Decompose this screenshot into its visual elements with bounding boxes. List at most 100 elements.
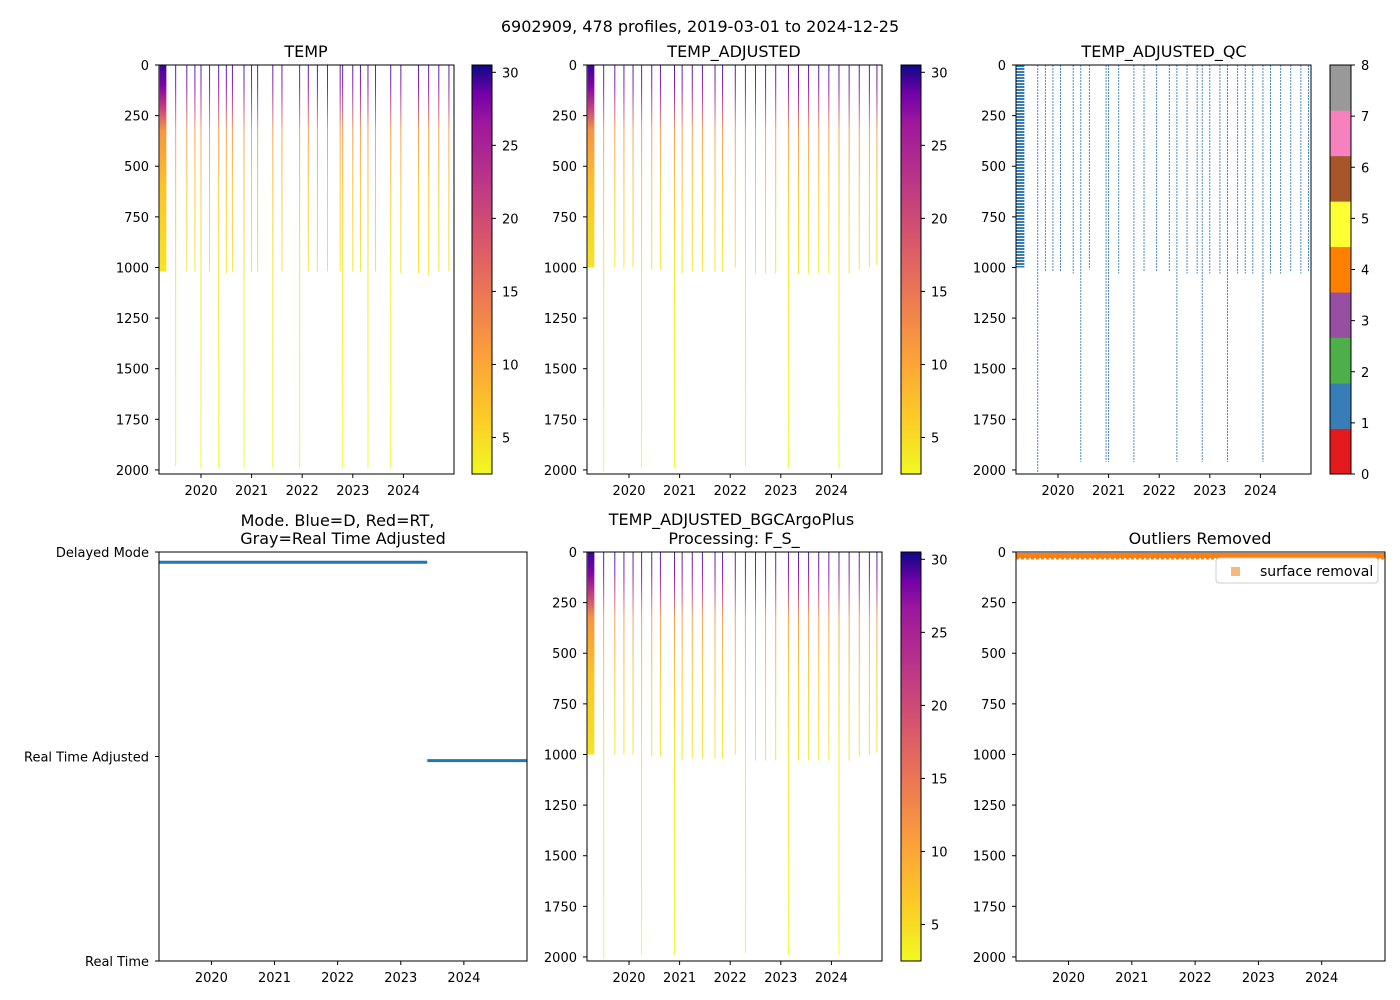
panel-title: Outliers Removed	[1129, 529, 1272, 548]
colorbar-tick-label: 20	[931, 699, 948, 714]
plot-content	[589, 552, 877, 959]
colorbar-tick-label: 2	[1361, 366, 1369, 381]
x-tick-label: 2023	[764, 971, 797, 986]
y-tick-label: 250	[552, 110, 577, 125]
y-tick-label: 0	[998, 546, 1006, 561]
panel-title: Mode. Blue=D, Red=RT, Gray=Real Time Adj…	[240, 511, 446, 548]
y-tick-label: 1500	[973, 850, 1006, 865]
y-tick-label: 500	[981, 160, 1006, 175]
colorbar-tick-label: 30	[502, 66, 519, 81]
y-tick-label: 750	[124, 211, 149, 226]
colorbar-tick-label: 15	[931, 772, 948, 787]
colorbar-tick-label: 20	[931, 212, 948, 227]
x-tick-label: 2024	[1244, 484, 1277, 499]
profiles	[161, 65, 449, 468]
y-tick-label: 1750	[544, 413, 577, 428]
legend-box	[1215, 557, 1379, 584]
y-tick-label: 1500	[973, 363, 1006, 378]
colorbar-tick-label: 5	[931, 431, 939, 446]
y-tick-label: 1750	[116, 413, 149, 428]
colorbar-frame	[471, 64, 493, 475]
axes-frame	[158, 551, 528, 962]
y-tick-label: 0	[569, 59, 577, 74]
plot-content	[161, 65, 449, 468]
legend-marker	[1231, 567, 1240, 576]
y-tick-label: 0	[141, 59, 149, 74]
y-tick-label: 1000	[973, 748, 1006, 763]
plot-content	[1017, 65, 1309, 472]
panel-outliers: Outliers Removed surface removal 2020 2021…	[973, 529, 1386, 986]
y-tick-label: 1500	[116, 363, 149, 378]
x-tick-label: 2020	[195, 971, 228, 986]
title-line-1: TEMP_ADJUSTED_BGCArgoPlus	[608, 510, 854, 530]
y-tick-label: 2000	[544, 951, 577, 966]
colorbar-gradient	[901, 65, 921, 474]
y-tick-label: 500	[981, 647, 1006, 662]
y-tick-label: Real Time	[85, 955, 149, 970]
x-tick-label: 2024	[447, 971, 480, 986]
y-tick-label: 750	[552, 698, 577, 713]
y-tick-label: 1250	[544, 799, 577, 814]
colorbar-tick-label: 30	[931, 553, 948, 568]
colorbar-tick-label: 6	[1361, 161, 1369, 176]
colorbar-segment	[1330, 201, 1351, 248]
colorbar-tick-label: 10	[931, 845, 948, 860]
y-tick-label: 1500	[544, 363, 577, 378]
y-tick-label: 1000	[544, 748, 577, 763]
colorbar-tick-label: 4	[1361, 264, 1369, 279]
figure-suptitle: 6902909, 478 profiles, 2019-03-01 to 202…	[501, 17, 899, 36]
y-tick-label: 1750	[973, 413, 1006, 428]
colorbar-segment	[1330, 292, 1351, 338]
colorbar-gradient	[901, 552, 921, 961]
x-tick-label: 2021	[1092, 484, 1125, 499]
profiles	[589, 552, 877, 959]
x-tick-label: 2024	[387, 484, 420, 499]
y-tick-label: 1250	[973, 312, 1006, 327]
colorbar-segment	[1330, 246, 1351, 293]
y-tick-label: 500	[552, 160, 577, 175]
colorbar-tick-label: 1	[1361, 417, 1369, 432]
colorbar-tick-label: 10	[502, 358, 519, 373]
profiles	[589, 65, 877, 472]
plot-content	[159, 560, 527, 763]
colorbar-frame	[900, 64, 922, 475]
colorbar-tick-label: 5	[1361, 212, 1369, 227]
panel-title: TEMP_ADJUSTED	[666, 42, 800, 62]
x-tick-label: 2022	[321, 971, 354, 986]
colorbar-gradient	[472, 65, 492, 474]
panel-bgcargoplus: TEMP_ADJUSTED_BGCArgoPlus Processing: F_…	[544, 510, 948, 986]
colorbar-segment	[1330, 110, 1351, 157]
y-tick-label: 500	[552, 647, 577, 662]
x-tick-label: 2023	[764, 484, 797, 499]
y-tick-label: 1250	[116, 312, 149, 327]
plot-content	[1016, 553, 1385, 560]
panel-temp-adjusted: TEMP_ADJUSTED 2020 2021 2022 2023 2024 0 250 50…	[544, 42, 948, 499]
colorbar-tick-label: 25	[502, 139, 519, 154]
x-tick-label: 2024	[1305, 971, 1338, 986]
colorbar-tick-label: 30	[931, 66, 948, 81]
panel-title: TEMP	[283, 42, 328, 61]
panel-title: TEMP_ADJUSTED_BGCArgoPlus Processing: F_…	[608, 510, 860, 549]
y-tick-label: Real Time Adjusted	[24, 751, 149, 766]
x-tick-label: 2020	[184, 484, 217, 499]
x-tick-label: 2021	[235, 484, 268, 499]
x-tick-label: 2023	[384, 971, 417, 986]
colorbar-tick-label: 15	[502, 285, 519, 300]
panel-temp-adjusted-qc: TEMP_ADJUSTED_QC 2020 2021 2022 2023 2024025…	[973, 42, 1369, 499]
y-tick-label: Delayed Mode	[56, 546, 149, 561]
colorbar-tick-label: 15	[931, 285, 948, 300]
y-tick-label: 1000	[544, 261, 577, 276]
colorbar-tick-label: 25	[931, 139, 948, 154]
y-tick-label: 2000	[544, 464, 577, 479]
x-tick-label: 2021	[663, 971, 696, 986]
x-tick-label: 2023	[1242, 971, 1275, 986]
plot-content	[589, 65, 877, 472]
colorbar-tick-label: 20	[502, 212, 519, 227]
colorbar-tick-label: 5	[931, 918, 939, 933]
axes-frame	[158, 64, 455, 475]
y-tick-label: 750	[981, 698, 1006, 713]
y-tick-label: 250	[981, 110, 1006, 125]
x-tick-label: 2023	[336, 484, 369, 499]
axes-frame	[1015, 64, 1312, 475]
